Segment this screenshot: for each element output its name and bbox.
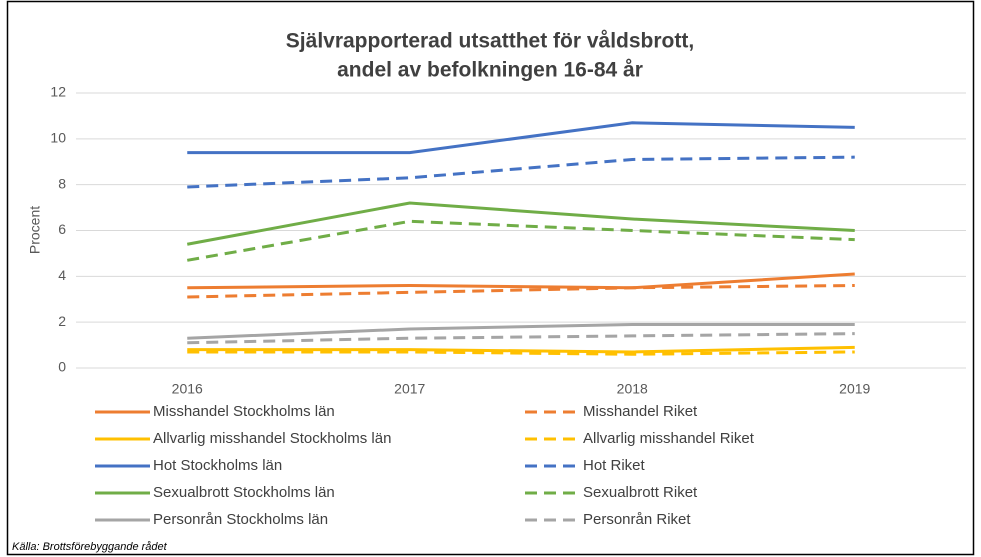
line-series (187, 345, 855, 354)
legend-label: Personrån Stockholms län (153, 511, 328, 528)
y-tick-label: 4 (58, 267, 66, 283)
legend-label: Sexualbrott Riket (583, 484, 698, 501)
x-tick-label: 2017 (394, 381, 425, 397)
y-tick-label: 6 (58, 221, 66, 237)
y-tick-label: 12 (50, 84, 66, 100)
y-tick-label: 2 (58, 313, 66, 329)
line-series (186, 219, 855, 262)
legend-label: Hot Riket (583, 457, 646, 474)
line-series (187, 350, 855, 356)
legend-label: Personrån Riket (583, 511, 691, 528)
line-series (187, 332, 855, 345)
legend-label: Hot Stockholms län (153, 457, 282, 474)
line-series (187, 322, 855, 340)
legend-label: Allvarlig misshandel Stockholms län (153, 430, 391, 447)
legend-label: Allvarlig misshandel Riket (583, 430, 755, 447)
legend-label: Sexualbrott Stockholms län (153, 484, 335, 501)
y-tick-label: 10 (50, 130, 66, 146)
y-tick-label: 8 (58, 175, 66, 191)
line-series (187, 284, 855, 299)
chart-title: Självrapporterad utsatthet för våldsbrot… (286, 30, 694, 53)
y-axis-label: Procent (27, 206, 43, 254)
x-tick-label: 2016 (172, 381, 203, 397)
legend-label: Misshandel Riket (583, 403, 698, 420)
line-series (187, 272, 855, 290)
x-tick-label: 2019 (839, 381, 870, 397)
line-series (187, 121, 855, 155)
legend-label: Misshandel Stockholms län (153, 403, 335, 420)
y-tick-label: 0 (58, 359, 66, 375)
source: Källa: Brottsförebyggande rådet (12, 541, 168, 553)
line-series (186, 201, 855, 246)
x-tick-label: 2018 (617, 381, 648, 397)
chart-title: andel av befolkningen 16-84 år (337, 59, 643, 82)
line-series (187, 155, 855, 189)
